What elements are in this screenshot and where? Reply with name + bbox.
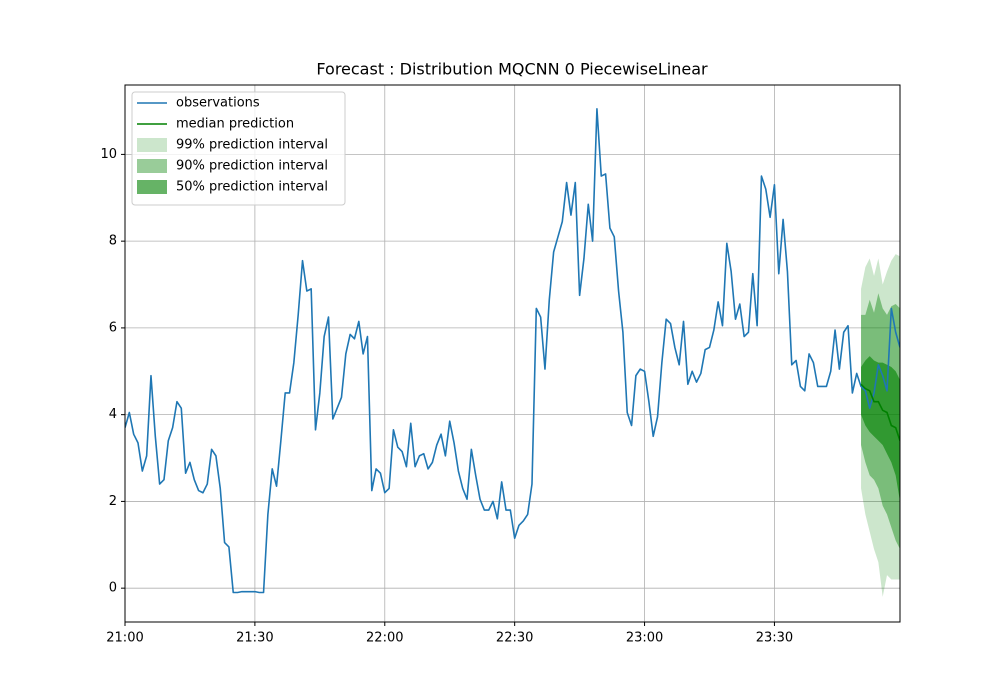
legend-swatch <box>137 138 167 152</box>
legend-swatch <box>137 159 167 173</box>
x-tick-label: 23:00 <box>626 631 663 646</box>
series-line <box>125 108 900 594</box>
legend-label: observations <box>176 96 260 111</box>
y-tick-label: 10 <box>100 147 117 162</box>
legend-swatch <box>137 180 167 194</box>
x-tick-label: 22:30 <box>496 631 533 646</box>
legend-label: 90% prediction interval <box>176 159 328 174</box>
legend-label: 50% prediction interval <box>176 180 328 195</box>
y-tick-label: 2 <box>109 494 117 509</box>
y-tick-label: 0 <box>109 581 117 596</box>
chart-title: Forecast : Distribution MQCNN 0 Piecewis… <box>316 60 708 79</box>
plot-area <box>125 108 900 597</box>
y-tick-label: 6 <box>109 320 117 335</box>
y-tick-label: 8 <box>109 234 117 249</box>
x-tick-label: 22:00 <box>366 631 403 646</box>
plot-frame <box>124 84 901 623</box>
x-tick-label: 21:30 <box>236 631 273 646</box>
legend-label: median prediction <box>176 117 294 132</box>
y-tick-label: 4 <box>109 407 117 422</box>
x-tick-label: 21:00 <box>106 631 143 646</box>
legend-box <box>131 91 346 206</box>
x-tick-label: 23:30 <box>756 631 793 646</box>
median-line <box>860 383 900 441</box>
legend-label: 99% prediction interval <box>176 138 328 153</box>
